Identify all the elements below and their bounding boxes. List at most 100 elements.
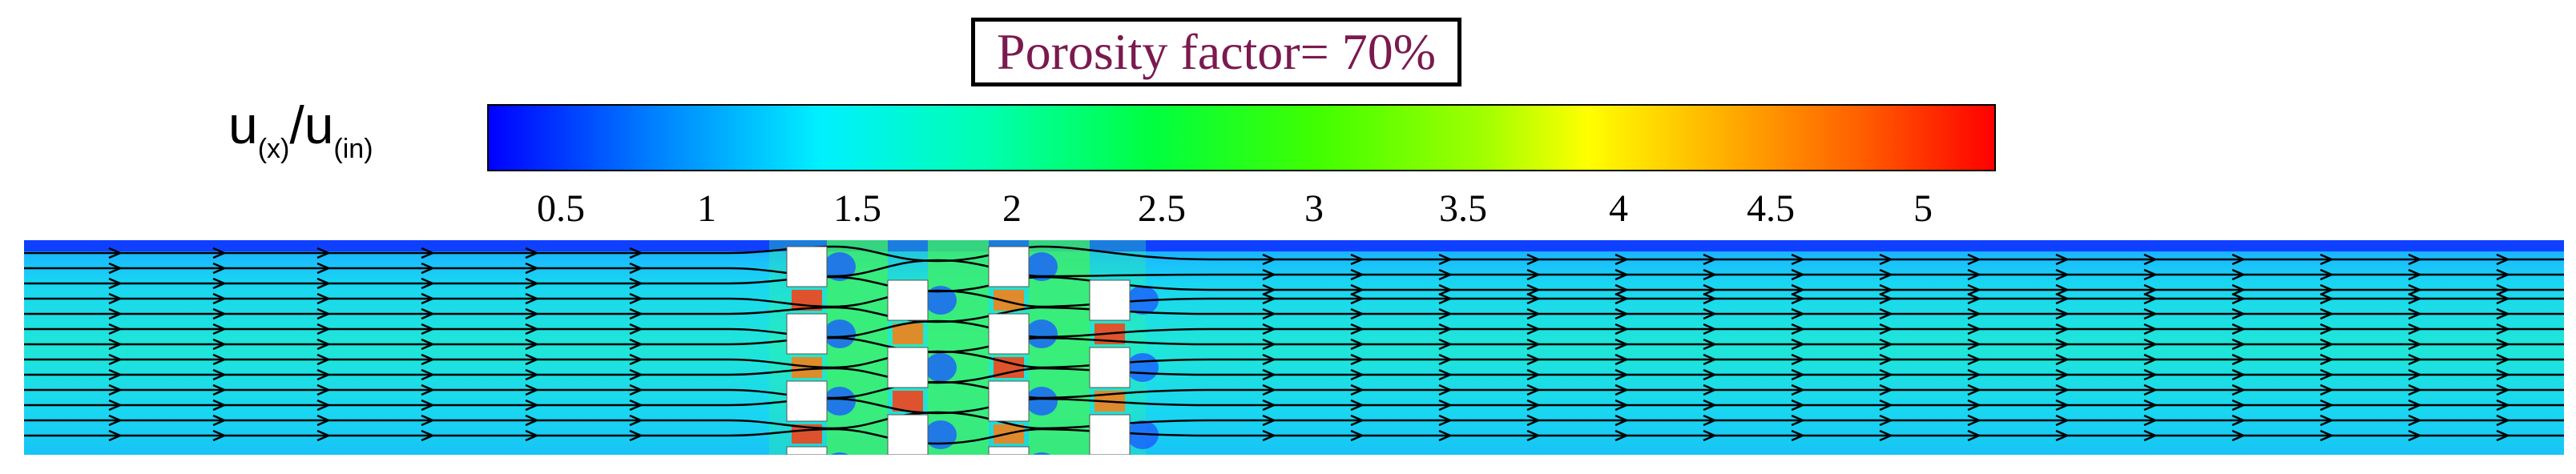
arrowhead-10-12	[1791, 399, 1806, 412]
arrowhead-11-19	[2408, 414, 2423, 427]
arrowhead-8-19	[2408, 368, 2423, 381]
arrowhead-3-18	[2320, 292, 2335, 305]
arrowhead-2-16	[2143, 283, 2159, 296]
arrowhead-6-5	[629, 338, 644, 351]
arrowhead-1-0	[108, 262, 123, 275]
arrowhead-11-5	[629, 414, 644, 427]
arrowhead-11-4	[525, 414, 540, 427]
arrowhead-3-11	[1703, 292, 1718, 305]
arrowhead-7-20	[2496, 353, 2511, 366]
arrowhead-11-10	[1615, 414, 1630, 427]
arrowhead-9-17	[2231, 384, 2247, 396]
colorbar-tick-2.5: 2.5	[1138, 187, 1186, 230]
title-box: Porosity factor= 70%	[971, 18, 1461, 86]
arrowhead-4-11	[1703, 307, 1718, 320]
arrowhead-5-18	[2320, 323, 2335, 335]
arrowhead-5-6	[1262, 323, 1277, 335]
arrowhead-3-12	[1791, 292, 1806, 305]
arrowhead-3-5	[629, 292, 644, 305]
label-main: u	[228, 95, 258, 155]
arrowhead-8-9	[1526, 368, 1542, 381]
arrowhead-10-8	[1438, 399, 1453, 412]
arrowhead-8-16	[2143, 368, 2159, 381]
obstacle-0-1	[786, 313, 828, 355]
arrowhead-12-0	[108, 429, 123, 442]
arrowhead-8-10	[1615, 368, 1630, 381]
arrowhead-11-16	[2143, 414, 2159, 427]
arrowhead-8-5	[629, 368, 644, 381]
arrowhead-9-10	[1615, 384, 1630, 396]
arrowhead-5-16	[2143, 323, 2159, 335]
hotzone-1	[928, 240, 989, 455]
arrowhead-12-17	[2231, 429, 2247, 442]
arrowhead-9-16	[2143, 384, 2159, 396]
arrowhead-2-10	[1615, 283, 1630, 296]
arrowhead-1-15	[2055, 268, 2070, 281]
arrowhead-5-20	[2496, 323, 2511, 335]
arrowhead-4-18	[2320, 307, 2335, 320]
arrowhead-3-1	[212, 292, 228, 305]
arrowhead-2-5	[629, 277, 644, 290]
arrowhead-8-3	[421, 368, 436, 381]
arrowhead-6-12	[1791, 338, 1806, 351]
arrowhead-5-4	[525, 323, 540, 335]
arrowhead-12-18	[2320, 429, 2335, 442]
arrowhead-4-19	[2408, 307, 2423, 320]
arrowhead-0-6	[1262, 253, 1277, 266]
arrowhead-6-20	[2496, 338, 2511, 351]
arrowhead-12-15	[2055, 429, 2070, 442]
arrowhead-5-5	[629, 323, 644, 335]
arrowhead-12-3	[421, 429, 436, 442]
arrowhead-9-12	[1791, 384, 1806, 396]
arrowhead-0-1	[212, 247, 228, 259]
arrowhead-9-18	[2320, 384, 2335, 396]
arrowhead-4-16	[2143, 307, 2159, 320]
arrowhead-2-14	[1967, 283, 1982, 296]
arrowhead-0-0	[108, 247, 123, 259]
arrowhead-9-11	[1703, 384, 1718, 396]
arrowhead-3-20	[2496, 292, 2511, 305]
arrowhead-7-10	[1615, 353, 1630, 366]
label-sub-in: (in)	[333, 134, 373, 164]
wake-3-1	[1127, 353, 1159, 382]
arrowhead-6-19	[2408, 338, 2423, 351]
colorbar-tick-5: 5	[1913, 187, 1933, 230]
wake-2-3	[1032, 452, 1051, 455]
flow-field	[24, 240, 2564, 455]
obstacle-3-1	[1089, 347, 1131, 388]
arrowhead-3-9	[1526, 292, 1542, 305]
arrowhead-10-0	[108, 399, 123, 412]
arrowhead-0-17	[2231, 253, 2247, 266]
wake-0-1	[824, 319, 856, 348]
arrowhead-0-12	[1791, 253, 1806, 266]
arrowhead-4-20	[2496, 307, 2511, 320]
arrowhead-3-17	[2231, 292, 2247, 305]
obstacle-1-1	[887, 347, 929, 388]
obstacle-0-2	[786, 380, 828, 422]
gap-hotspot-3	[893, 323, 923, 344]
arrowhead-4-7	[1350, 307, 1365, 320]
wake-2-1	[1026, 319, 1058, 348]
arrowhead-6-0	[108, 338, 123, 351]
arrowhead-11-12	[1791, 414, 1806, 427]
arrowhead-1-8	[1438, 268, 1453, 281]
obstacle-1-2	[887, 414, 929, 455]
arrowhead-8-1	[212, 368, 228, 381]
arrowhead-12-14	[1967, 429, 1982, 442]
arrowhead-12-7	[1350, 429, 1365, 442]
arrowhead-5-15	[2055, 323, 2070, 335]
arrowhead-12-10	[1615, 429, 1630, 442]
arrowhead-8-6	[1262, 368, 1277, 381]
arrowhead-3-3	[421, 292, 436, 305]
arrowhead-7-15	[2055, 353, 2070, 366]
arrowhead-9-5	[629, 384, 644, 396]
arrowhead-1-6	[1262, 268, 1277, 281]
arrowhead-10-1	[212, 399, 228, 412]
arrowhead-10-6	[1262, 399, 1277, 412]
arrowhead-11-6	[1262, 414, 1277, 427]
arrowhead-1-17	[2231, 268, 2247, 281]
arrowhead-6-1	[212, 338, 228, 351]
arrowhead-9-1	[212, 384, 228, 396]
arrowhead-1-18	[2320, 268, 2335, 281]
wake-0-3	[830, 452, 849, 455]
